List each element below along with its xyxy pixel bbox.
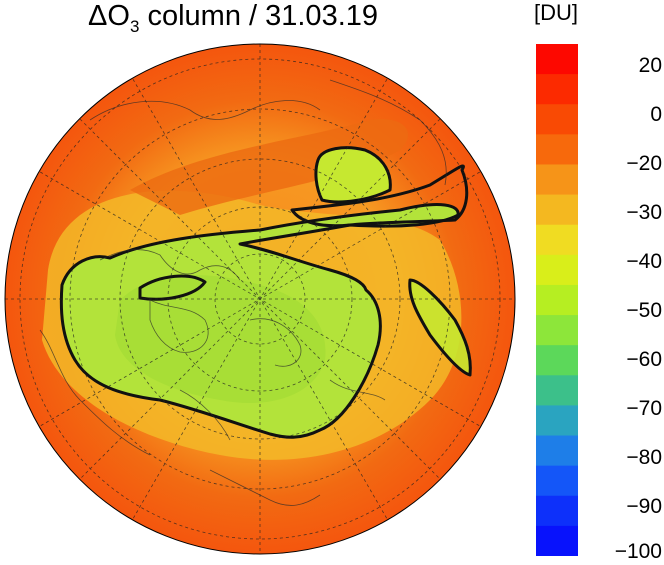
colorbar-tick-label: −70 [626,397,662,420]
colorbar-segment [536,164,578,196]
colorbar-segment [536,405,578,437]
colorbar-segment [536,194,578,226]
colorbar-segment [536,224,578,256]
colorbar-segment [536,284,578,316]
colorbar-tick-label: −50 [626,299,662,322]
colorbar-segment [536,435,578,467]
colorbar-tick-label: −40 [626,250,662,273]
colorbar-tick-label: −20 [626,152,662,175]
colorbar-segment [536,104,578,135]
colorbar-segment [536,375,578,406]
map-border [4,43,516,555]
colorbar-tick-label: −80 [626,446,662,469]
colorbar-segment [536,74,578,105]
orange-ridge [130,119,409,215]
colorbar-tick-label: 0 [650,103,662,126]
colorbar-tick-label: −60 [626,348,662,371]
graticule [5,44,515,554]
colorbar-tick-label: −100 [614,540,662,563]
colorbar-segment [536,495,578,527]
polar-ozone-map [4,43,516,555]
colorbar-tick-label: −30 [626,201,662,224]
colorbar-unit-label: [DU] [534,0,578,25]
vortex-core [115,275,326,404]
colorbar-segment [536,345,578,376]
chart-title: ΔO3 column / 31.03.19 [88,0,379,36]
colorbar-segment [536,315,578,346]
vortex-lobe [315,147,391,202]
coastlines [39,79,447,506]
colorbar-segment [536,44,578,75]
colorbar-segment [536,134,578,165]
colorbar-segment [536,254,578,286]
colorbar-segment [536,465,578,497]
colorbar-tick-label: 20 [638,54,662,77]
colorbar [536,44,578,556]
vortex-edge-tail [409,280,471,375]
colorbar-tick-label: −90 [626,495,662,518]
colorbar-segment [536,525,578,556]
